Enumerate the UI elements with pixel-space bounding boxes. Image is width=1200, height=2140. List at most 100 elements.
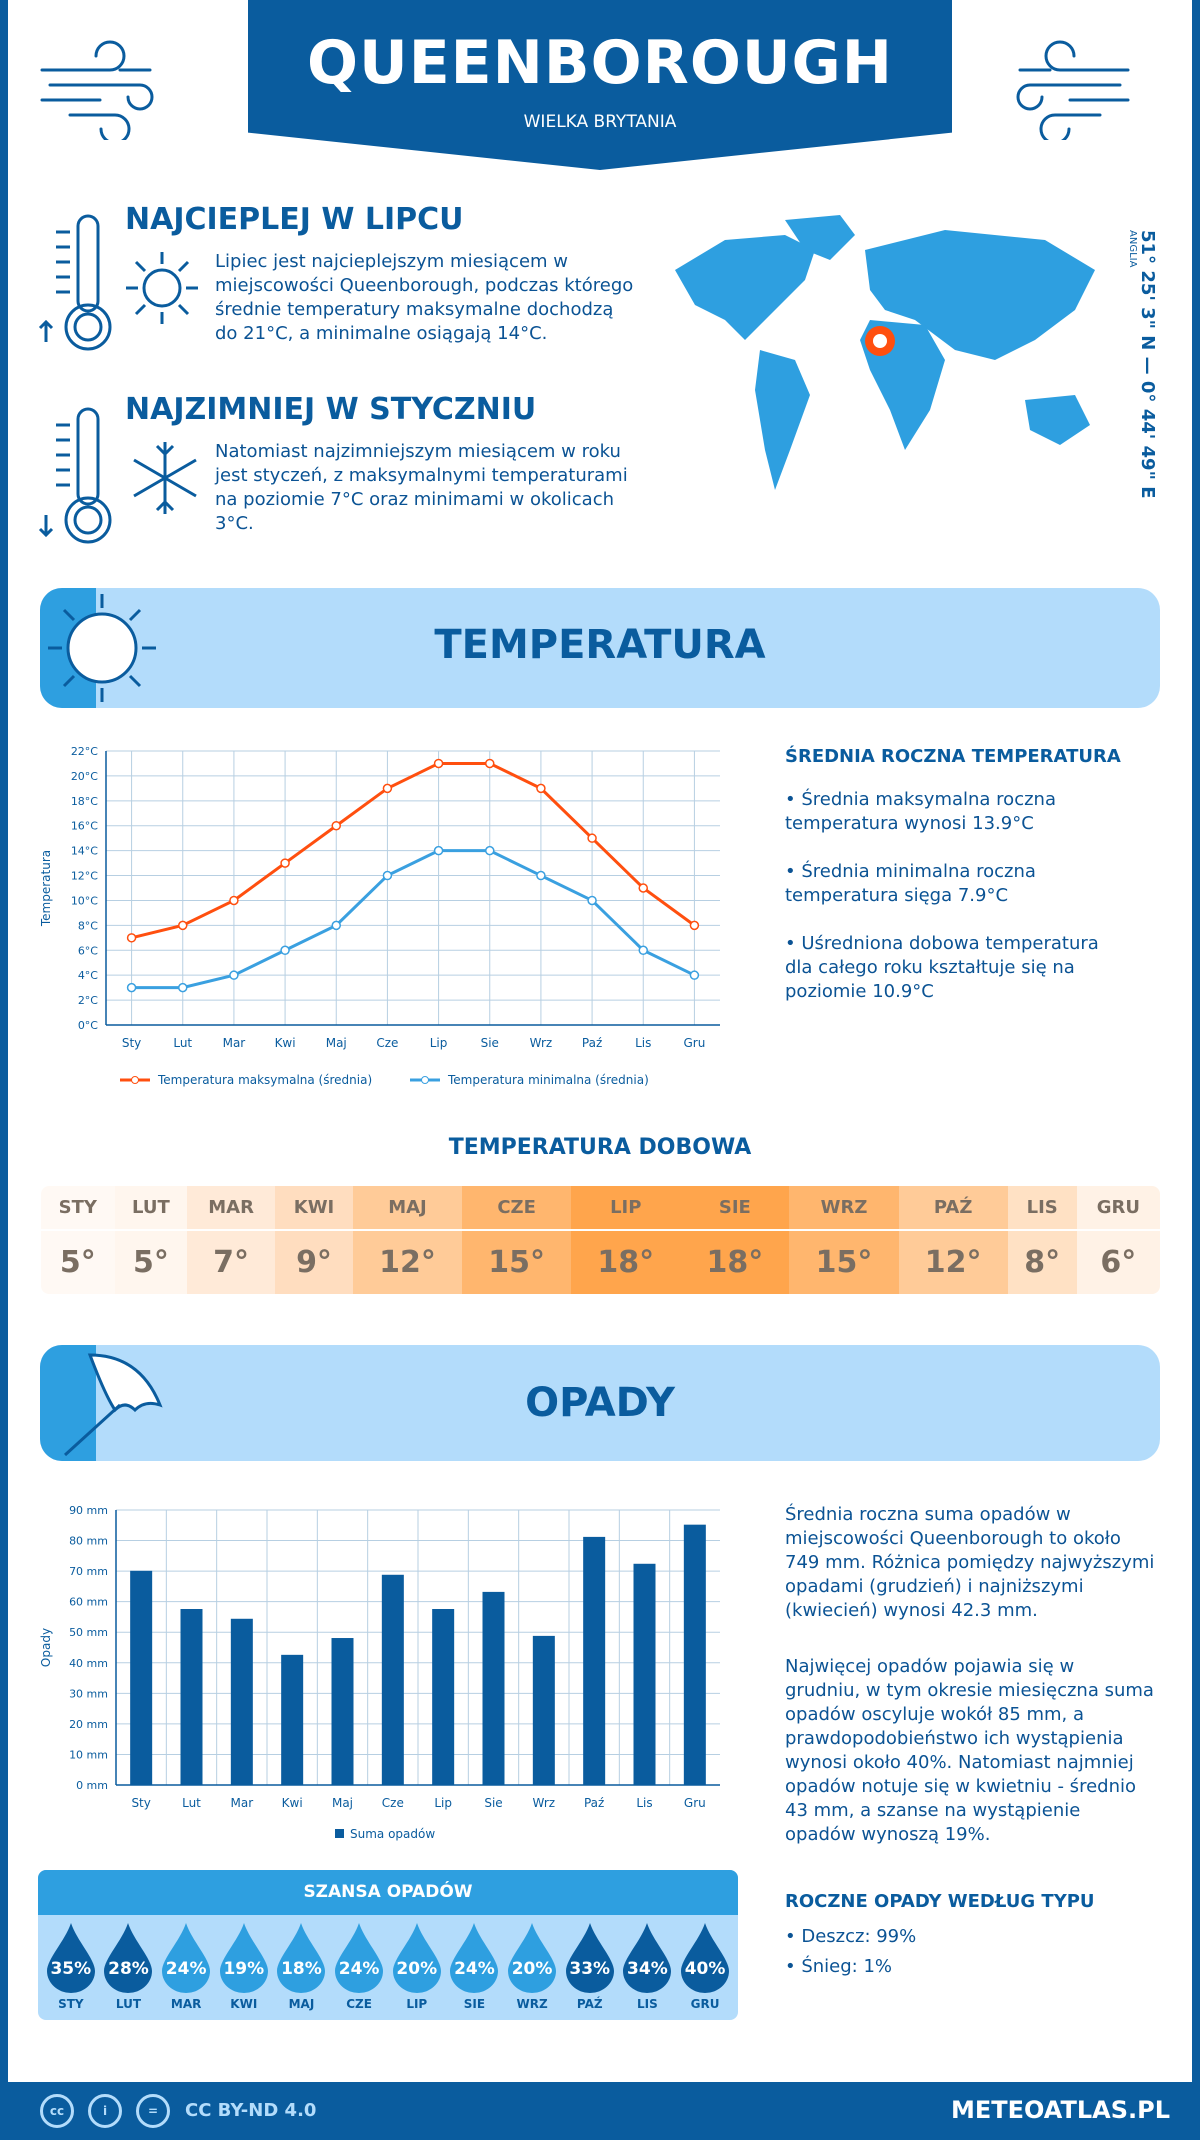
- data-point: [331, 920, 341, 931]
- x-tick-label: Sie: [484, 1796, 502, 1810]
- temperature-section-title: TEMPERATURA: [434, 622, 766, 668]
- precip-chance-item: 33% PAŹ: [562, 1915, 618, 2011]
- precip-chance-value: 18%: [281, 1959, 322, 1979]
- daily-month: MAR: [187, 1186, 276, 1231]
- x-tick-label: Lut: [182, 1796, 201, 1810]
- site-link[interactable]: METEOATLAS.PL: [950, 2096, 1170, 2124]
- daily-temp-value: 15°: [789, 1230, 899, 1294]
- precip-type-rain: • Deszcz: 99%: [785, 1926, 917, 1947]
- precip-chance-item: 20% LIP: [389, 1915, 445, 2011]
- temperature-chart: 0°C 2°C 4°C 6°C 8°C 10°C 12°C 14°C 16°C 18°C 20°C 2…: [39, 745, 720, 1087]
- y-tick-label: 18°C: [71, 795, 98, 808]
- daily-temp-value: 15°: [462, 1230, 572, 1294]
- precip-chance-value: 40%: [684, 1959, 726, 1979]
- precip-text-2: Najwięcej opadów pojawia się w grudniu, …: [785, 1656, 1154, 1845]
- x-tick-label: Lip: [434, 1796, 452, 1810]
- x-tick-label: Cze: [382, 1796, 404, 1810]
- precip-chance-item: 35% STY: [43, 1915, 99, 2011]
- series-line: [131, 849, 696, 990]
- x-tick-label: Maj: [332, 1796, 353, 1810]
- raindrop-icon: [623, 1923, 672, 1993]
- precip-chance-item: 34% LIS: [619, 1915, 675, 2011]
- y-tick-label: 22°C: [71, 745, 98, 758]
- bar: [180, 1609, 203, 1785]
- precip-section-tab: [40, 1345, 96, 1461]
- precip-chance-month: KWI: [230, 1997, 258, 2011]
- precip-chance-value: 33%: [569, 1959, 611, 1979]
- data-point: [178, 920, 188, 931]
- y-tick-label: 10 mm: [69, 1748, 108, 1761]
- warmest-heading: NAJCIEPLEJ W LIPCU: [125, 202, 464, 237]
- y-tick-label: 12°C: [71, 870, 98, 883]
- daily-temp-value: 9°: [275, 1230, 353, 1294]
- data-point: [382, 870, 393, 881]
- daily-temp-title: TEMPERATURA DOBOWA: [448, 1135, 752, 1160]
- precip-chance-value: 20%: [396, 1959, 438, 1979]
- x-tick-label: Kwi: [282, 1796, 303, 1810]
- footer: [0, 2082, 1200, 2140]
- daily-temp-value: 18°: [571, 1230, 681, 1294]
- legend-marker: [131, 1076, 139, 1084]
- y-tick-label: 20 mm: [69, 1718, 108, 1731]
- daily-month: LIS: [1007, 1186, 1077, 1231]
- daily-temp-value: 5°: [114, 1230, 188, 1294]
- annual-temp-heading: ŚREDNIA ROCZNA TEMPERATURA: [785, 746, 1121, 767]
- nd-equals-icon: =: [136, 2094, 170, 2128]
- precipitation-chart: 0 mm 10 mm 20 mm 30 mm 40 mm 50 mm 60 mm 70 mm 8…: [39, 1504, 720, 1841]
- y-axis-label: Temperatura: [39, 850, 53, 927]
- daily-temp-value: 6°: [1076, 1230, 1160, 1294]
- cc-icon: cc: [40, 2094, 74, 2128]
- wind-icon-left: [40, 40, 154, 140]
- x-tick-label: Cze: [376, 1036, 398, 1050]
- sun-large-icon: [48, 594, 156, 702]
- daily-month: SIE: [680, 1186, 790, 1231]
- daily-month: LUT: [114, 1186, 188, 1231]
- precip-chance-value: 19%: [223, 1959, 265, 1979]
- y-tick-label: 30 mm: [69, 1687, 108, 1700]
- umbrella-rain-icon: [63, 1353, 163, 1457]
- precip-section-title: OPADY: [525, 1380, 675, 1426]
- warmest-text: Lipiec jest najcieplejszym miesiącem w m…: [215, 251, 634, 344]
- daily-month: WRZ: [789, 1186, 899, 1231]
- precip-type-snow: • Śnieg: 1%: [785, 1956, 893, 1977]
- y-axis-label: Opady: [39, 1628, 53, 1667]
- precip-chance-title: SZANSA OPADÓW: [38, 1870, 738, 1915]
- y-tick-label: 2°C: [78, 994, 98, 1007]
- x-tick-label: Maj: [326, 1036, 347, 1050]
- city-title: QUEENBOROUGH: [306, 28, 894, 98]
- precip-text-1: Średnia roczna suma opadów w miejscowośc…: [785, 1504, 1155, 1621]
- right-border: [1192, 0, 1200, 2140]
- bar: [633, 1563, 656, 1785]
- license-text: CC BY-ND 4.0: [185, 2100, 317, 2121]
- world-map: [675, 215, 1095, 490]
- precip-chance-value: 28%: [108, 1959, 149, 1979]
- y-tick-label: 0°C: [78, 1019, 98, 1032]
- precip-type-heading: ROCZNE OPADY WEDŁUG TYPU: [785, 1891, 1095, 1912]
- x-tick-label: Gru: [683, 1036, 705, 1050]
- precip-chance-item: 28% LUT: [100, 1915, 156, 2011]
- precip-chance-item: 19% KWI: [216, 1915, 272, 2011]
- daily-temp-table: STY LUT MAR KWI MAJ CZE LIP SIE WRZ PAŹ LIS GRU 5° 5°…: [41, 1186, 1160, 1294]
- data-point: [638, 945, 648, 956]
- daily-month: PAŹ: [898, 1186, 1008, 1231]
- y-tick-label: 20°C: [71, 770, 98, 783]
- left-border: [0, 0, 8, 2140]
- annual-temp-bullet: • Średnia maksymalna roczna temperatura …: [785, 789, 1056, 834]
- raindrop-icon: [681, 1923, 730, 1993]
- region: ANGLIA: [1127, 230, 1138, 268]
- x-tick-label: Paź: [582, 1036, 602, 1050]
- precip-chance-month: STY: [58, 1997, 84, 2011]
- daily-month: KWI: [275, 1186, 353, 1231]
- x-tick-label: Sie: [481, 1036, 499, 1050]
- precip-chance-value: 35%: [50, 1959, 92, 1979]
- raindrop-icon: [104, 1923, 153, 1993]
- data-point: [433, 845, 444, 856]
- coordinates: 51° 25' 3" N — 0° 44' 49" E: [1137, 230, 1158, 499]
- bar: [432, 1609, 455, 1785]
- precip-chance-value: 34%: [627, 1959, 668, 1979]
- coldest-text: Natomiast najzimniejszym miesiącem w rok…: [215, 441, 628, 534]
- raindrop-icon: [162, 1923, 211, 1993]
- daily-month: GRU: [1076, 1186, 1160, 1231]
- daily-temp-value: 7°: [187, 1230, 276, 1294]
- data-point: [638, 883, 648, 893]
